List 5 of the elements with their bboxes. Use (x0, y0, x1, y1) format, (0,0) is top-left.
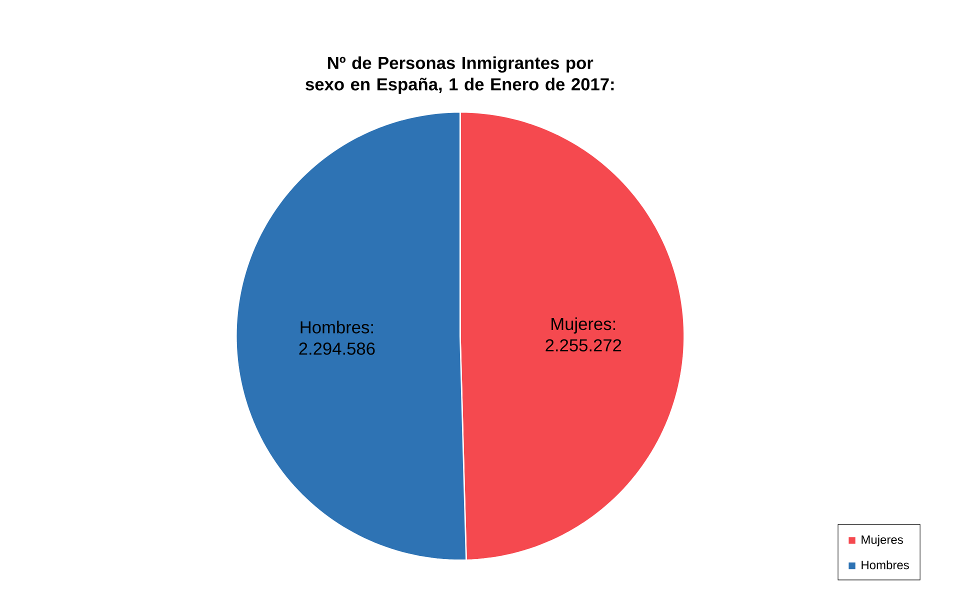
legend-label: Mujeres (862, 535, 903, 546)
legend-label: Hombres (862, 560, 909, 570)
chart-title: Nº de Personas Inmigrantes por sexo en España, 1 de Enero de 2017: (306, 56, 614, 94)
data-label: Hombres: 2.294.586 (299, 320, 375, 355)
data-label: Mujeres: 2.255.272 (546, 317, 622, 352)
